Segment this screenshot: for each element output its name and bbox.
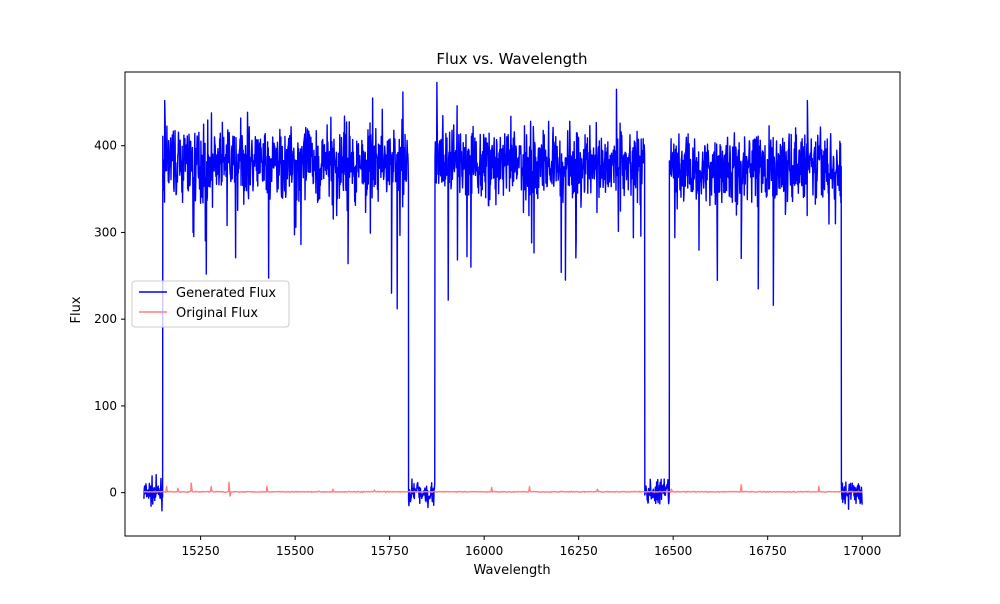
x-tick-label: 15250	[182, 544, 220, 558]
y-axis-ticks: 0 100 200 300 400	[94, 139, 125, 500]
y-tick-label: 400	[94, 139, 117, 153]
legend-label-original-flux: Original Flux	[176, 306, 258, 321]
series-line-generated-flux	[143, 81, 863, 512]
series-layer	[143, 81, 863, 512]
x-tick-label: 16000	[465, 544, 503, 558]
x-tick-label: 16250	[560, 544, 598, 558]
legend-box	[131, 280, 290, 328]
legend-label-generated-flux: Generated Flux	[176, 286, 276, 301]
x-tick-label: 16500	[654, 544, 692, 558]
x-tick-label: 16750	[749, 544, 787, 558]
x-tick-label: 17000	[843, 544, 881, 558]
series-line-original-flux	[143, 481, 863, 497]
x-axis-label: Wavelength	[473, 563, 550, 578]
y-tick-label: 300	[94, 225, 117, 239]
plot-area	[124, 71, 901, 537]
legend: Generated Flux Original Flux	[131, 280, 290, 328]
axes-frame	[124, 71, 901, 537]
y-tick-label: 0	[109, 486, 117, 500]
x-tick-label: 15750	[371, 544, 409, 558]
y-axis-label: Flux	[69, 296, 84, 323]
y-tick-label: 200	[94, 312, 117, 326]
x-tick-label: 15500	[276, 544, 314, 558]
y-tick-label: 100	[94, 399, 117, 413]
chart-title: Flux vs. Wavelength	[436, 50, 587, 68]
x-axis-ticks: 15250 15500 15750 16000 16250 16500 16750 17000	[182, 536, 881, 558]
